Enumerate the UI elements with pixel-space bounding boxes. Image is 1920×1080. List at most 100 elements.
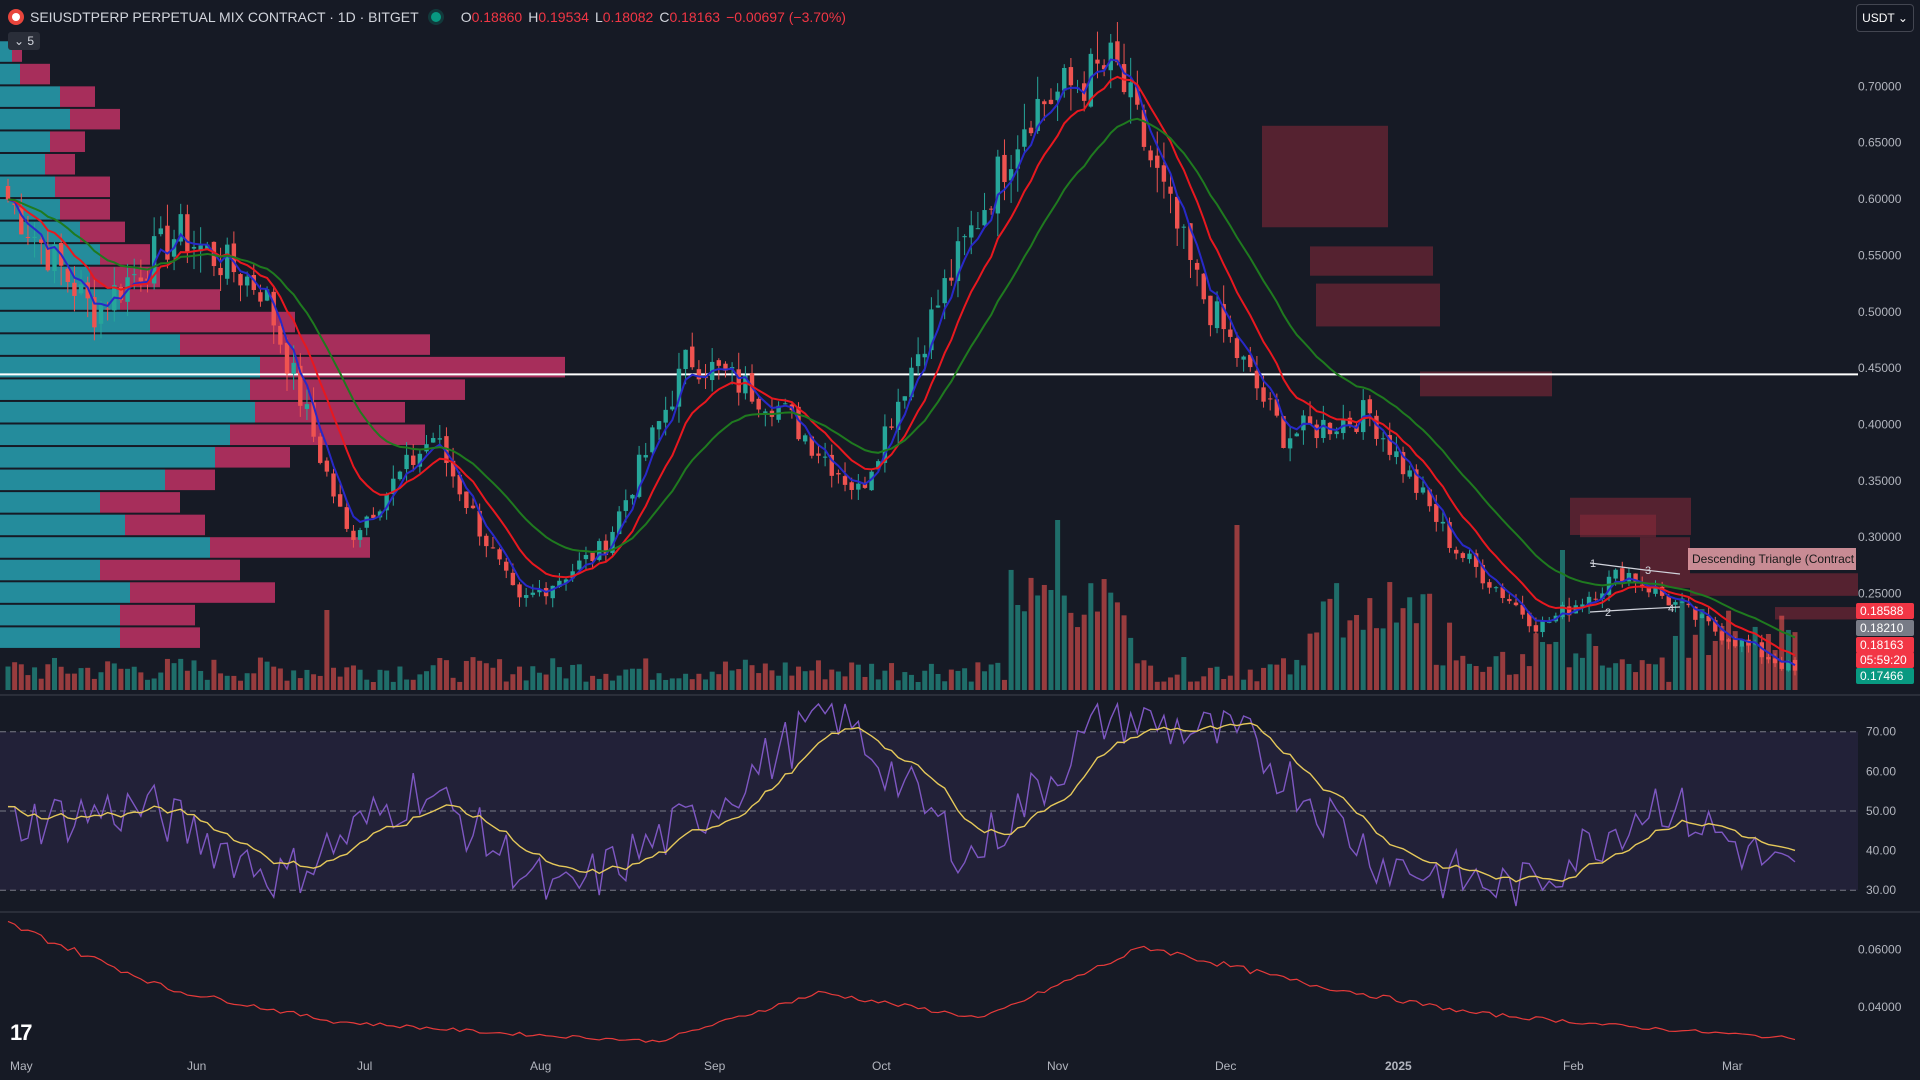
candle-body [470,505,476,509]
vp-down-bar [150,311,295,333]
candle-body [955,241,961,282]
candle-body [922,353,927,358]
candle-body [1334,431,1339,435]
triangle-upper-line [1589,562,1681,575]
price-label-box [1856,652,1914,668]
volume-bar [1334,583,1340,690]
volume-bar [1447,622,1453,690]
candle-body [450,460,456,477]
candle-body [45,246,51,271]
pattern-label: Descending Triangle (Contract [1692,552,1855,566]
volume-bar [683,673,689,690]
price-tick-label: 0.30000 [1858,530,1902,544]
candle-body [1241,356,1246,360]
supply-zone [1316,283,1440,327]
volume-bar [835,671,841,690]
vp-down-bar [130,582,275,603]
volume-bar [629,668,635,690]
vp-up-bar [0,86,60,107]
candle-body [1447,522,1452,548]
candle-body [1028,127,1034,134]
candle-body [1560,604,1565,618]
candle-body [264,289,270,301]
candle-body [304,404,310,409]
time-tick-label: Dec [1215,1059,1236,1073]
pattern-point-label: 4 [1668,603,1674,615]
candle-body [1620,568,1625,583]
volume-bar [463,660,469,690]
volume-bar [1327,598,1333,690]
volume-bar [1413,623,1419,690]
volume-bar [364,679,370,690]
supply-zone [1262,125,1388,228]
candle-body [1141,109,1147,147]
candle-body [1606,576,1612,595]
candle-body [118,286,124,301]
volume-bar [1320,601,1326,690]
candle-body [1792,659,1798,671]
volume-bar [1500,651,1506,690]
candle-body [856,483,861,490]
price-label-box [1856,637,1914,653]
supply-zone [1310,246,1433,276]
candle-body [1566,606,1572,616]
candle-body [1254,370,1260,389]
vp-up-bar [0,108,70,130]
supply-zone [1690,573,1858,596]
candle-body [1580,604,1585,607]
volume-bar [1307,633,1313,690]
vp-up-bar [0,199,60,220]
vp-down-bar [125,514,205,536]
time-tick-label: Oct [872,1059,891,1073]
volume-bar [1613,663,1619,690]
candle-body [1414,469,1419,493]
triangle-lower-line [1589,606,1681,613]
chart-header: SEIUSDTPERP PERPETUAL MIX CONTRACT · 1D … [0,0,1860,34]
volume-bar [331,667,337,690]
volume-bar [895,680,901,690]
candle-body [1454,549,1459,554]
volume-bar [829,669,835,690]
candle-body [1287,438,1293,449]
vp-up-bar [0,604,120,626]
candle-body [1228,329,1233,337]
volume-bar [556,667,562,690]
volume-bar [1015,605,1021,690]
price-tick-label: 0.45000 [1858,361,1902,375]
candle-body [915,354,921,367]
volume-bar [151,678,157,690]
candle-body [716,360,722,366]
volume-bar [417,674,423,690]
candle-body [1101,65,1107,70]
candle-body [25,237,31,239]
volume-bar [1526,666,1532,690]
volume-bar [457,681,463,690]
price-label-box [1856,620,1914,636]
volume-bar [762,663,768,690]
volume-bar [1726,610,1732,690]
ema-slow-line [7,117,1796,639]
volume-bar [510,674,516,690]
candle-body [982,210,987,226]
high-label: H [528,9,539,25]
volume-bar [855,664,861,690]
symbol-title[interactable]: SEIUSDTPERP PERPETUAL MIX CONTRACT · 1D … [30,9,419,25]
candle-body [72,282,77,296]
volume-bar [1652,664,1658,690]
volume-bar [696,673,702,690]
candle-body [1593,598,1598,600]
volume-bar [1241,679,1247,690]
indicators-collapse-button[interactable]: ⌄ 5 [8,32,41,50]
candle-body [1267,398,1273,400]
candle-body [1586,596,1592,607]
candle-body [1294,433,1299,437]
currency-select[interactable]: USDT ⌄ [1856,4,1914,32]
volume-bar [404,679,410,690]
candle-body [849,482,854,490]
volume-bar [649,679,655,690]
candle-body [1733,640,1738,647]
candle-body [809,436,815,456]
time-tick-label: Sep [704,1059,726,1073]
volume-bar [1486,666,1492,690]
